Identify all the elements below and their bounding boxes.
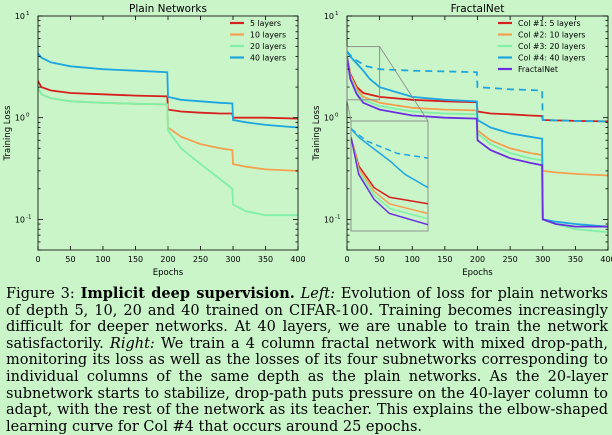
caption-left-label: Left: [300,286,335,302]
y-tick-label: 10 [324,12,334,21]
x-tick-label: 50 [375,255,385,264]
legend-label: 20 layers [250,42,286,51]
chart-title: Plain Networks [129,3,207,15]
inset-zoom [346,46,429,232]
figure-caption: Figure 3: Implicit deep supervision. Lef… [6,285,608,435]
series-lines [38,52,298,217]
x-tick-label: 50 [65,255,75,264]
y-tick-exponent: -1 [335,214,340,220]
caption-heading: Implicit deep supervision. [80,285,295,302]
x-tick-label: 200 [470,255,485,264]
legend-label: Col #1: 5 layers [518,19,581,28]
x-tick-label: 0 [35,255,40,264]
x-tick-label: 150 [128,255,143,264]
legend-label: 10 layers [250,31,286,40]
x-tick-label: 0 [344,255,349,264]
y-axis-label: Training Loss [3,105,13,161]
caption-left-text: Evolution of loss for plain networks of … [6,286,608,352]
zoom-connector [379,46,429,122]
x-axis-label: Epochs [153,268,184,278]
series-line-2 [38,86,298,217]
x-tick-label: 150 [437,255,452,264]
x-tick-label: 300 [535,255,550,264]
legend-label: FractalNet [518,65,558,74]
x-tick-label: 200 [160,255,175,264]
x-tick-label: 400 [290,255,305,264]
legend-label: Col #4: 40 layers [518,54,585,63]
caption-right-label: Right: [109,335,155,352]
chart-panel-1: 05010015020025030035040010110010-1Fracta… [312,3,612,278]
x-tick-label: 350 [568,255,583,264]
legend-label: 5 layers [250,19,281,28]
x-tick-label: 250 [502,255,517,264]
y-tick-exponent: 0 [26,113,30,119]
x-tick-label: 100 [405,255,420,264]
y-tick-exponent: 1 [335,11,339,17]
y-tick-exponent: -1 [26,214,31,220]
series-line-3 [38,52,298,129]
zoom-connector [346,99,352,122]
legend-label: Col #2: 10 layers [518,31,585,40]
inset-lines [351,128,428,226]
plot-frame [37,15,299,251]
x-tick-label: 350 [258,255,273,264]
legend-label: 40 layers [250,54,286,63]
y-tick-label: 10 [324,114,334,123]
y-tick-exponent: 1 [26,11,30,17]
x-tick-label: 250 [193,255,208,264]
caption-label: Figure 3: [6,286,75,302]
y-tick-label: 10 [15,12,25,21]
y-axis-label: Training Loss [312,105,322,161]
inset-series-line-3 [351,128,428,189]
zoom-region [346,46,381,101]
y-tick-label: 10 [15,114,25,123]
y-tick-exponent: 0 [335,113,339,119]
series-line-4 [347,50,608,123]
x-tick-label: 300 [225,255,240,264]
y-tick-label: 10 [15,215,25,224]
series-line-0 [38,80,298,120]
inset-series-line-5 [351,137,428,226]
x-tick-label: 400 [600,255,612,264]
legend-label: Col #3: 20 layers [518,42,585,51]
chart-title: FractalNet [451,3,505,15]
y-tick-label: 10 [324,215,334,224]
x-axis-label: Epochs [462,268,493,278]
x-tick-label: 100 [95,255,110,264]
